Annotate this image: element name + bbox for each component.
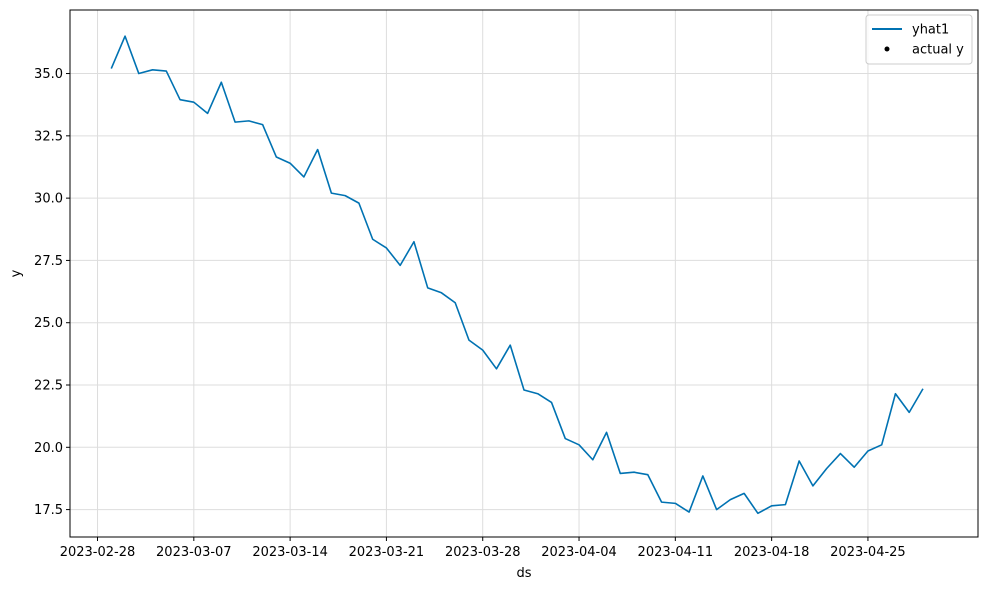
x-tick-label: 2023-04-04	[541, 545, 617, 560]
y-tick-label: 25.0	[34, 316, 63, 331]
legend-actual-y-label: actual y	[912, 43, 964, 58]
y-tick-label: 35.0	[34, 67, 63, 82]
x-tick-label: 2023-04-18	[734, 545, 810, 560]
legend-actual-y-swatch	[884, 46, 890, 52]
y-tick-label: 22.5	[34, 379, 63, 394]
plot-area	[110, 35, 924, 515]
x-axis-title: ds	[516, 566, 531, 581]
x-tick-label: 2023-03-21	[349, 545, 425, 560]
y-tick-label: 17.5	[34, 503, 63, 518]
legend-yhat1-label: yhat1	[912, 23, 949, 38]
x-tick-label: 2023-03-28	[445, 545, 521, 560]
x-tick-label: 2023-04-11	[638, 545, 714, 560]
y-tick-label: 20.0	[34, 441, 63, 456]
x-axis-ticks: 2023-02-28 2023-03-07 2023-03-14 2023-03-21…	[60, 537, 906, 560]
plot-frame	[69, 9, 979, 538]
y-tick-label: 32.5	[34, 129, 63, 144]
y-tick-label: 30.0	[34, 192, 63, 207]
y-axis-ticks: 17.5 20.0 22.5 25.0 27.5 30.0 32.5 35.0	[34, 67, 70, 518]
x-tick-label: 2023-02-28	[60, 545, 136, 560]
series-line-yhat1	[110, 35, 924, 515]
y-axis-title: y	[9, 269, 24, 277]
x-tick-label: 2023-03-14	[252, 545, 328, 560]
grid-lines	[70, 10, 978, 537]
x-tick-label: 2023-04-25	[830, 545, 906, 560]
legend-box	[865, 14, 973, 65]
x-tick-label: 2023-03-07	[156, 545, 232, 560]
legend: yhat1 actual y	[865, 14, 973, 65]
y-tick-label: 27.5	[34, 254, 63, 269]
